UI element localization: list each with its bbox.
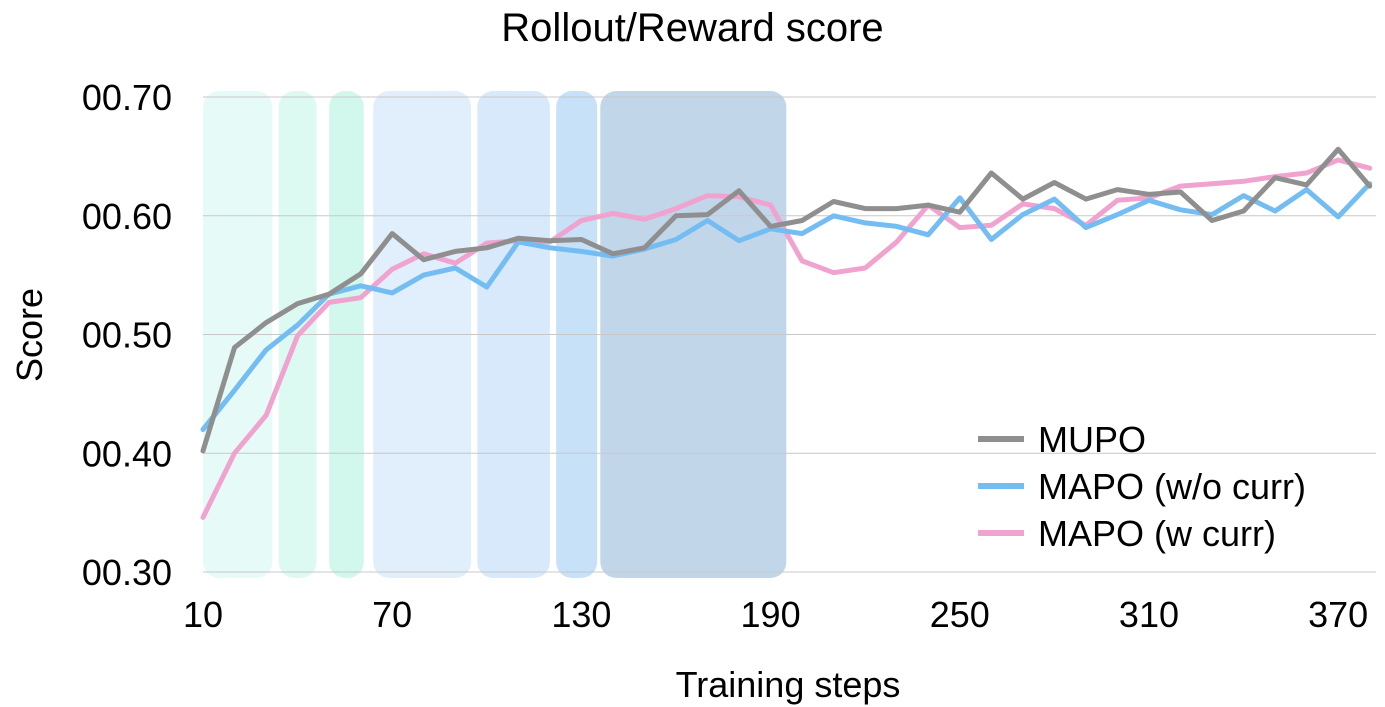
legend-label: MAPO (w curr) (1038, 513, 1276, 554)
y-tick-label: 00.60 (82, 196, 172, 237)
y-tick-label: 00.50 (82, 315, 172, 356)
series-line-mapo-w-o-curr (200, 181, 1373, 432)
chart-title: Rollout/Reward score (501, 6, 884, 50)
legend-label: MAPO (w/o curr) (1038, 466, 1306, 507)
series-line-mupo (200, 146, 1373, 454)
x-tick-label: 370 (1308, 594, 1368, 635)
x-axis-label: Training steps (676, 664, 901, 705)
legend-label: MUPO (1038, 419, 1146, 460)
x-tick-label: 310 (1119, 594, 1179, 635)
x-tick-label: 70 (372, 594, 412, 635)
y-tick-label: 00.40 (82, 433, 172, 474)
y-tick-label: 00.70 (82, 77, 172, 118)
y-axis-label: Score (9, 288, 50, 382)
x-tick-label: 250 (930, 594, 990, 635)
x-tick-label: 10 (183, 594, 223, 635)
y-tick-label: 00.30 (82, 552, 172, 593)
x-tick-label: 130 (551, 594, 611, 635)
x-tick-label: 190 (741, 594, 801, 635)
